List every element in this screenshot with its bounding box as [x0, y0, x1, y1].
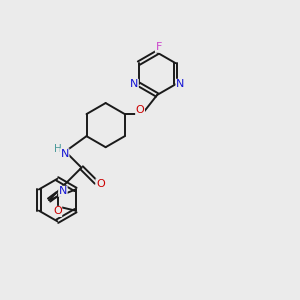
Text: O: O [96, 179, 105, 189]
Text: O: O [53, 206, 62, 216]
Text: H: H [54, 143, 62, 154]
Text: F: F [155, 42, 162, 52]
Text: N: N [59, 186, 67, 196]
Text: N: N [61, 149, 69, 159]
Text: N: N [130, 79, 138, 89]
Text: O: O [136, 105, 144, 115]
Text: N: N [176, 79, 184, 89]
